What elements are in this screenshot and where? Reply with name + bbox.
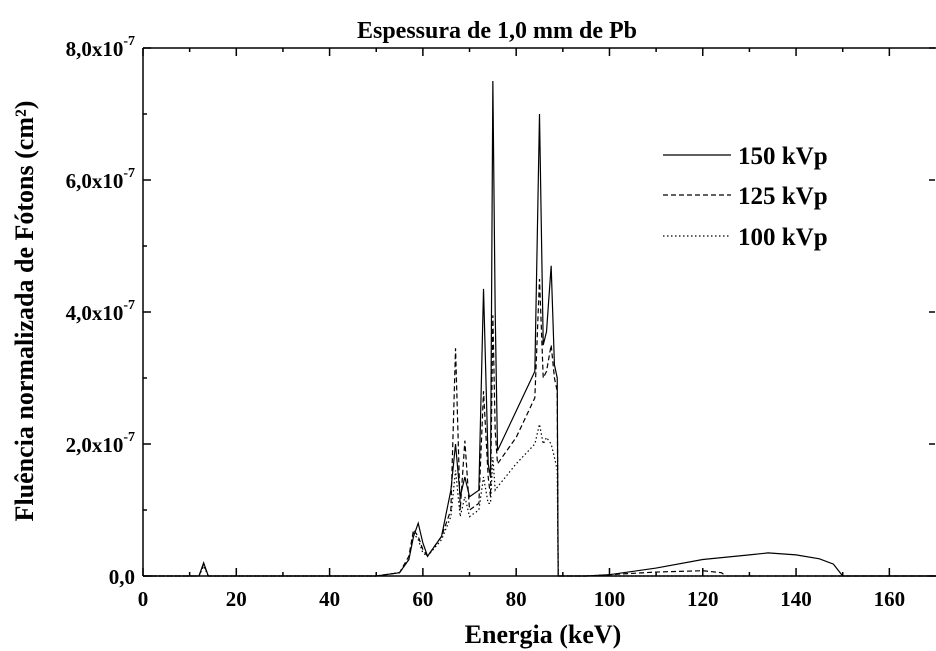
legend-label: 100 kVp [738, 224, 828, 251]
y-axis: 0,0 2,0x10-7 4,0x10-7 6,0x10-7 8,0x10-7 [66, 34, 935, 589]
x-tick-label: 120 [687, 587, 719, 611]
x-tick-label: 20 [226, 587, 247, 611]
x-axis: 0 20 40 60 80 100 120 140 160 [138, 48, 905, 611]
series-line [143, 424, 936, 577]
y-tick-label: 6,0x10-7 [66, 166, 135, 193]
x-tick-label: 40 [319, 587, 340, 611]
x-tick-label: 60 [412, 587, 433, 611]
x-tick-label: 160 [874, 587, 906, 611]
legend-label: 125 kVp [738, 183, 828, 210]
series-line [143, 278, 936, 577]
y-tick-label: 4,0x10-7 [66, 298, 135, 325]
x-tick-label: 100 [594, 587, 626, 611]
x-axis-title: Energia (keV) [465, 620, 622, 649]
legend: 150 kVp 125 kVp 100 kVp [663, 143, 828, 251]
series-line [143, 80, 936, 577]
y-tick-label: 0,0 [109, 565, 135, 589]
x-tick-label: 140 [780, 587, 812, 611]
chart-title: Espessura de 1,0 mm de Pb [357, 18, 637, 44]
legend-label: 150 kVp [738, 143, 828, 170]
x-tick-label: 80 [506, 587, 527, 611]
series-group [143, 80, 936, 577]
x-tick-label: 0 [138, 587, 149, 611]
y-tick-label: 2,0x10-7 [66, 430, 135, 457]
y-tick-label: 8,0x10-7 [66, 34, 135, 61]
y-axis-title: Fluência normalizada de Fótons (cm²) [10, 101, 39, 522]
